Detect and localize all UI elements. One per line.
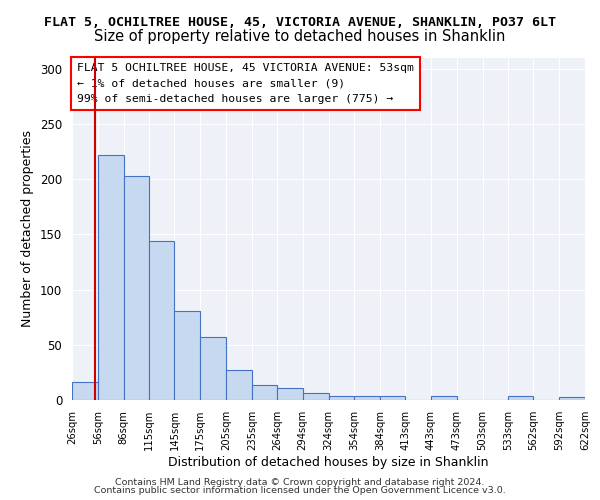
Bar [355,396,380,400]
Bar [226,370,252,400]
Bar [252,384,277,400]
Bar [124,176,149,400]
X-axis label: Distribution of detached houses by size in Shanklin: Distribution of detached houses by size … [168,456,489,468]
Text: FLAT 5 OCHILTREE HOUSE, 45 VICTORIA AVENUE: 53sqm
← 1% of detached houses are sm: FLAT 5 OCHILTREE HOUSE, 45 VICTORIA AVEN… [77,62,414,104]
Bar [329,396,355,400]
Bar [200,337,226,400]
Text: Contains public sector information licensed under the Open Government Licence v3: Contains public sector information licen… [94,486,506,495]
Text: Size of property relative to detached houses in Shanklin: Size of property relative to detached ho… [94,29,506,44]
Y-axis label: Number of detached properties: Number of detached properties [22,130,34,327]
Bar [72,382,98,400]
Bar [175,310,200,400]
Bar [149,241,175,400]
Bar [431,396,457,400]
Bar [380,396,405,400]
Bar [98,154,124,400]
Bar [559,396,585,400]
Bar [508,396,533,400]
Text: FLAT 5, OCHILTREE HOUSE, 45, VICTORIA AVENUE, SHANKLIN, PO37 6LT: FLAT 5, OCHILTREE HOUSE, 45, VICTORIA AV… [44,16,556,29]
Bar [302,394,329,400]
Text: Contains HM Land Registry data © Crown copyright and database right 2024.: Contains HM Land Registry data © Crown c… [115,478,485,487]
Bar [277,388,302,400]
